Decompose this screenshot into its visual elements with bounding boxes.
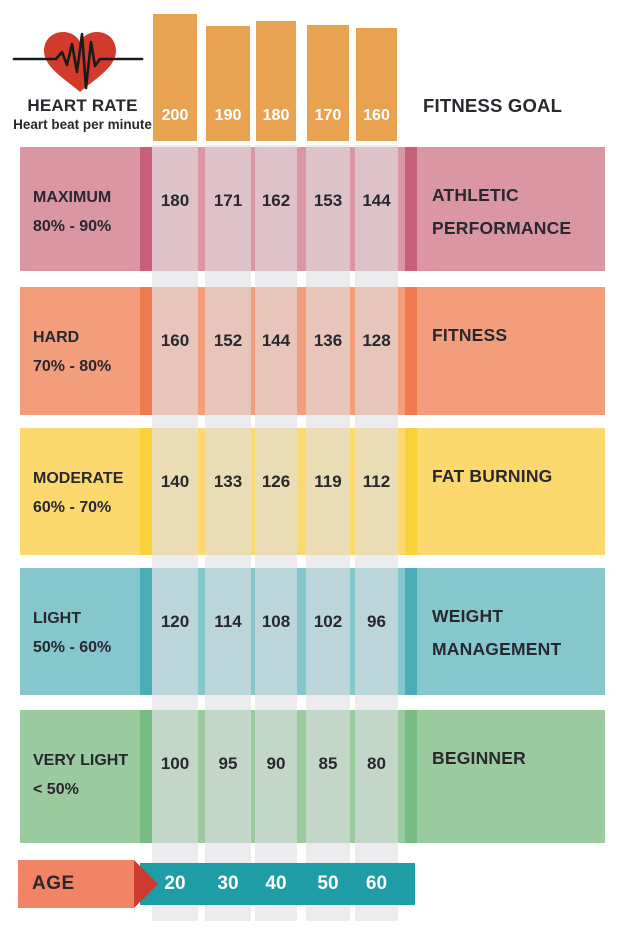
zone-intensity-range: 60% - 70% <box>33 499 112 516</box>
zone-label: MODERATE 60% - 70% <box>33 464 143 522</box>
zone-row-right-stripe <box>405 568 417 695</box>
zone-row-right-stripe <box>405 287 417 415</box>
bpm-value: 144 <box>362 191 391 210</box>
age-column-overlay <box>255 145 297 921</box>
bpm-value: 180 <box>160 191 190 210</box>
zone-row-right-stripe <box>405 428 417 555</box>
bpm-value: 96 <box>367 612 386 631</box>
bpm-value: 112 <box>362 472 391 491</box>
bpm-scale-bar: 180 <box>256 21 296 141</box>
age-value: 30 <box>217 873 239 894</box>
bpm-scale-value: 160 <box>363 107 390 124</box>
bpm-value: 114 <box>214 612 242 631</box>
bpm-value: 144 <box>261 331 291 350</box>
zone-label: VERY LIGHT < 50% <box>33 746 143 804</box>
bpm-value: 95 <box>218 754 238 773</box>
bpm-value: 80 <box>367 754 386 773</box>
bpm-value: 126 <box>261 472 291 491</box>
zone-label: MAXIMUM 80% - 90% <box>33 183 143 241</box>
zone-row-right-stripe <box>405 710 417 843</box>
bpm-scale-value: 180 <box>262 107 290 124</box>
bpm-value: 140 <box>160 472 190 491</box>
fitness-goal-header: FITNESS GOAL <box>423 95 563 116</box>
bpm-value: 162 <box>261 191 291 210</box>
age-column-overlay <box>205 145 251 921</box>
bpm-value: 171 <box>213 191 243 210</box>
age-label: AGE <box>32 873 75 894</box>
heart-ekg-icon <box>12 32 144 92</box>
bpm-value: 136 <box>313 331 343 350</box>
bpm-value: 128 <box>362 331 391 350</box>
zone-row-left-stripe <box>140 147 152 271</box>
zone-label: LIGHT 50% - 60% <box>33 604 143 662</box>
bpm-value: 160 <box>160 331 190 350</box>
zone-intensity-range: 80% - 90% <box>33 218 112 235</box>
zone-label: HARD 70% - 80% <box>33 323 143 381</box>
bpm-value: 90 <box>266 754 286 773</box>
zone-intensity-range: 50% - 60% <box>33 639 112 656</box>
fitness-goal-label: FAT BURNING <box>432 466 553 486</box>
bpm-scale-bar: 170 <box>307 25 349 141</box>
age-label-block: AGE <box>18 860 134 908</box>
bpm-value: 152 <box>213 331 243 350</box>
fitness-goal-label: BEGINNER <box>432 748 526 768</box>
bpm-value: 133 <box>213 472 243 491</box>
age-value: 50 <box>317 873 339 894</box>
bpm-scale-value: 170 <box>314 107 342 124</box>
fitness-goal-label: FITNESS <box>432 325 508 345</box>
chart-title: HEART RATE <box>27 96 138 115</box>
age-column-overlay <box>355 145 398 921</box>
zone-row-left-stripe <box>140 710 152 843</box>
zone-name: LIGHT <box>33 610 81 627</box>
zone-row-left-stripe <box>140 287 152 415</box>
zone-row-left-stripe <box>140 428 152 555</box>
zone-row-left-stripe <box>140 568 152 695</box>
chart-subtitle: Heart beat per minute <box>13 117 152 132</box>
bpm-scale-value: 200 <box>161 107 189 124</box>
bpm-value: 108 <box>261 612 291 631</box>
bpm-value: 85 <box>318 754 338 773</box>
age-value: 40 <box>265 873 287 894</box>
fitness-goal-label: WEIGHT MANAGEMENT <box>432 606 562 659</box>
zone-name: MODERATE <box>33 470 124 487</box>
age-value: 20 <box>164 873 186 894</box>
zone-intensity-range: 70% - 80% <box>33 358 112 375</box>
zone-intensity-range: < 50% <box>33 781 79 798</box>
zone-name: HARD <box>33 329 80 346</box>
bpm-scale-bar: 200 <box>153 14 197 141</box>
age-axis-bar <box>140 863 415 905</box>
age-arrow-icon <box>134 860 158 908</box>
fitness-goal-label: ATHLETIC PERFORMANCE <box>432 185 572 238</box>
bpm-value: 100 <box>160 754 190 773</box>
age-value: 60 <box>365 873 388 894</box>
bpm-value: 120 <box>160 612 190 631</box>
zone-name: MAXIMUM <box>33 189 112 206</box>
bpm-scale-value: 190 <box>214 107 242 124</box>
bpm-value: 119 <box>314 472 342 491</box>
age-column-overlay <box>306 145 350 921</box>
bpm-value: 153 <box>313 191 343 210</box>
zone-row-right-stripe <box>405 147 417 271</box>
bpm-scale-bar: 190 <box>206 26 250 141</box>
zone-name: VERY LIGHT <box>33 752 129 769</box>
age-column-overlay <box>152 145 198 921</box>
bpm-value: 102 <box>313 612 343 631</box>
bpm-scale-bar: 160 <box>356 28 397 141</box>
